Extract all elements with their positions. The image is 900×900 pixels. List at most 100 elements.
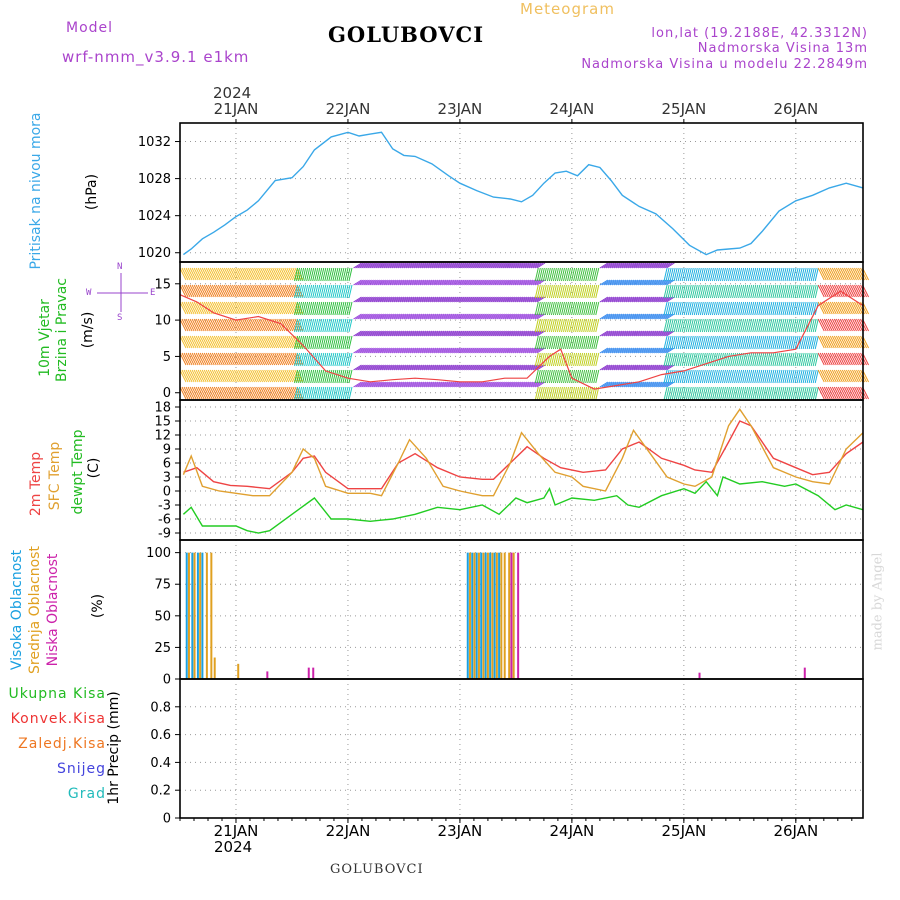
- wind-barb: [472, 381, 481, 388]
- wind-barb: [441, 296, 451, 303]
- wind-barb: [850, 301, 857, 315]
- wind-barb: [262, 352, 270, 366]
- wind-barb: [654, 262, 663, 269]
- wind-barb: [258, 318, 266, 332]
- wind-barb: [792, 369, 797, 384]
- wind-barb: [599, 313, 609, 320]
- wind-barb: [203, 352, 211, 366]
- wind-barb: [724, 352, 729, 367]
- wind-barb: [403, 381, 413, 388]
- wind-barb: [373, 296, 382, 303]
- wind-barb: [452, 262, 461, 269]
- wind-barb: [312, 301, 317, 316]
- wind-barb: [585, 284, 590, 299]
- wind-barb: [437, 262, 447, 269]
- wind-barb: [748, 284, 753, 299]
- wind-barb: [665, 352, 670, 367]
- wind-barb: [662, 381, 671, 388]
- wind-barb: [774, 318, 779, 333]
- model-label: Model: [66, 20, 114, 36]
- wind-barb: [191, 284, 199, 298]
- wind-barb: [211, 284, 219, 298]
- wind-barb: [211, 267, 219, 281]
- wind-barb: [229, 318, 237, 332]
- wind-barb: [683, 352, 688, 367]
- wind-barb: [717, 318, 722, 333]
- wind-barb: [563, 301, 567, 316]
- wind-barb: [393, 313, 403, 320]
- wind-barb: [316, 352, 321, 367]
- wind-barb: [522, 279, 532, 286]
- wind-barb: [413, 279, 423, 286]
- wind-barb: [254, 352, 262, 366]
- wind-barb: [778, 318, 783, 333]
- wind-barb: [808, 335, 813, 350]
- wind-barb: [736, 284, 741, 299]
- wind-barb: [649, 313, 659, 320]
- wind-barb: [383, 262, 393, 269]
- wind-barb: [500, 296, 509, 303]
- wind-barb: [705, 369, 710, 384]
- wind-barb: [429, 347, 439, 354]
- wind-barb: [318, 369, 323, 384]
- wind-barb: [496, 347, 505, 354]
- wind-barb: [675, 301, 680, 316]
- wind-barb: [540, 369, 545, 384]
- wind-barb: [619, 313, 629, 320]
- wind-barb: [340, 267, 345, 282]
- wind-barb: [617, 330, 627, 337]
- legend-hail: Grad: [67, 786, 106, 802]
- wind-barb: [439, 296, 449, 303]
- wind-barb: [709, 352, 714, 367]
- wind-barb: [699, 318, 704, 333]
- wind-barb: [359, 330, 368, 337]
- wind-barb: [671, 318, 676, 333]
- wind-barb: [577, 386, 582, 401]
- wind-barb: [488, 313, 497, 320]
- wind-barb: [371, 330, 380, 337]
- wind-barb: [577, 352, 582, 367]
- wind-barb: [658, 262, 667, 269]
- wind-barb: [375, 364, 384, 371]
- wind-barb: [260, 386, 268, 400]
- wind-barb: [579, 386, 584, 401]
- wind-barb: [683, 335, 688, 350]
- wind-barb: [724, 335, 729, 350]
- wind-barb: [227, 369, 235, 383]
- wind-barb: [806, 301, 811, 316]
- wind-barb: [601, 262, 611, 269]
- wind-barb: [607, 330, 617, 337]
- wind-barb: [314, 301, 319, 316]
- wind-barb: [231, 284, 239, 298]
- wind-barb: [736, 267, 741, 282]
- wind-barb: [516, 330, 526, 337]
- wind-barb: [656, 364, 665, 371]
- wind-barb: [250, 386, 257, 400]
- wind-barb: [581, 335, 586, 350]
- wind-barb: [456, 347, 465, 354]
- wind-barb: [728, 335, 733, 350]
- wind-barb: [486, 330, 495, 337]
- wind-barb: [254, 386, 262, 400]
- wind-barb: [276, 284, 284, 298]
- wind-barb: [713, 352, 718, 367]
- cloud-bar-srednja-oblacnost: [210, 552, 213, 679]
- wind-barb: [425, 296, 435, 303]
- wind-barb: [480, 279, 489, 286]
- wind-barb: [387, 330, 397, 337]
- wind-barb: [607, 296, 617, 303]
- wind-barb: [205, 267, 213, 281]
- wind-barb: [652, 262, 661, 269]
- wind-barb: [693, 352, 698, 367]
- wind-barb: [508, 296, 518, 303]
- wind-barb: [854, 318, 861, 332]
- wind-barb: [324, 386, 329, 401]
- wind-barb: [639, 296, 649, 303]
- wind-barb: [288, 386, 296, 400]
- wind-barb: [183, 369, 191, 383]
- wind-barb: [746, 335, 751, 350]
- cloud-bar-srednja-oblacnost: [193, 552, 196, 679]
- wind-barb: [242, 267, 249, 281]
- wind-barb: [847, 284, 855, 298]
- wind-barb: [766, 301, 771, 316]
